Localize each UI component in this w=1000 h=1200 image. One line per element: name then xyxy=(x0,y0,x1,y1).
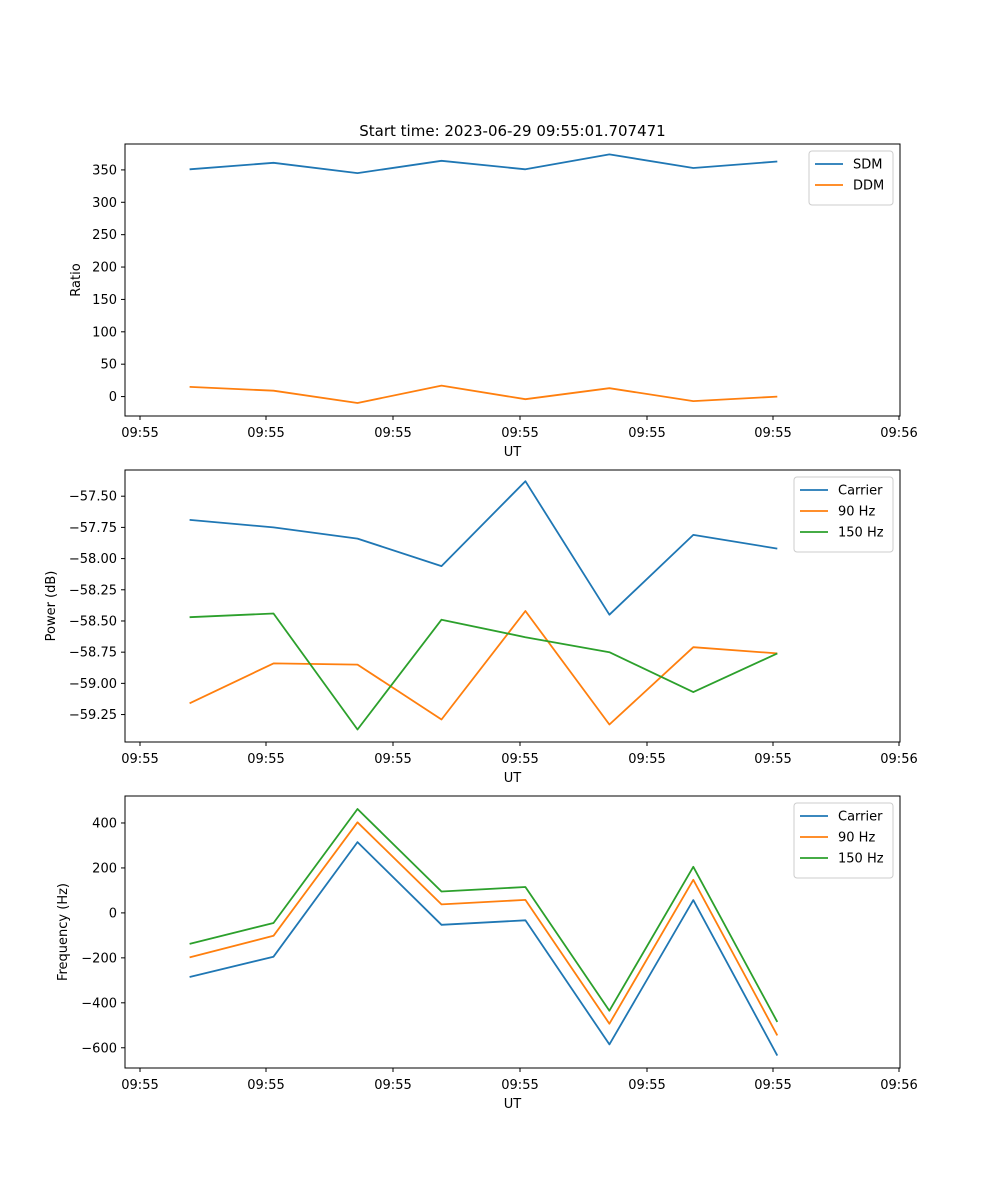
series-line-carrier xyxy=(189,841,779,1057)
y-tick-label: −59.25 xyxy=(69,708,117,723)
legend-box xyxy=(793,802,894,879)
y-tick-label: −57.50 xyxy=(69,490,117,505)
x-axis-label: UT xyxy=(504,445,522,460)
x-tick-label: 09:55 xyxy=(374,426,411,441)
x-tick-label: 09:55 xyxy=(754,1078,791,1093)
legend-label: 150 Hz xyxy=(838,852,884,867)
series-line-carrier xyxy=(189,480,778,616)
legend-label: Carrier xyxy=(838,484,883,499)
y-axis-label: Ratio xyxy=(69,263,84,296)
y-tick-label: 250 xyxy=(92,228,117,243)
y-tick-label: 0 xyxy=(109,390,117,405)
x-tick-label: 09:55 xyxy=(628,752,665,767)
series-line-90-hz xyxy=(189,610,778,726)
y-axis-label: Frequency (Hz) xyxy=(56,883,71,981)
legend: SDM DDM xyxy=(808,150,894,206)
series-line-ddm xyxy=(189,384,778,404)
x-tick-label: 09:55 xyxy=(628,1078,665,1093)
y-tick-label: 400 xyxy=(92,816,117,831)
subplot-3: 09:55 09:55 09:55 09:55 09:55 09:55 09:56 400 20… xyxy=(56,795,918,1112)
x-tick-label: 09:55 xyxy=(501,426,538,441)
legend: Carrier 90 Hz 150 Hz xyxy=(793,802,894,879)
x-tick-label: 09:56 xyxy=(880,426,917,441)
y-tick-label: −58.00 xyxy=(69,552,117,567)
x-axis-label: UT xyxy=(504,771,522,786)
series-line-sdm xyxy=(189,153,778,175)
subplot-2: 09:55 09:55 09:55 09:55 09:55 09:55 09:56 −57.5… xyxy=(44,469,918,786)
y-tick-label: 100 xyxy=(92,325,117,340)
y-tick-label: −57.75 xyxy=(69,521,117,536)
legend-label: 90 Hz xyxy=(838,505,875,520)
x-tick-label: 09:56 xyxy=(880,1078,917,1093)
y-tick-label: −58.25 xyxy=(69,583,117,598)
series-line-90-hz xyxy=(189,821,779,1036)
subplots: 09:55 09:55 09:55 09:55 09:55 09:55 09:56 0 50 10… xyxy=(44,143,918,1112)
y-tick-label: 300 xyxy=(92,196,117,211)
chart-title: Start time: 2023-06-29 09:55:01.707471 xyxy=(359,122,665,140)
x-tick-label: 09:55 xyxy=(247,1078,284,1093)
series-line-150-hz xyxy=(189,612,778,731)
y-tick-label: 150 xyxy=(92,293,117,308)
y-tick-label: −400 xyxy=(81,996,117,1011)
x-tick-label: 09:55 xyxy=(121,1078,158,1093)
legend: Carrier 90 Hz 150 Hz xyxy=(793,476,894,553)
x-tick-label: 09:55 xyxy=(121,426,158,441)
x-tick-label: 09:55 xyxy=(247,752,284,767)
x-tick-label: 09:56 xyxy=(880,752,917,767)
legend-box xyxy=(793,476,894,553)
series-line-150-hz xyxy=(189,808,779,1023)
legend-label: DDM xyxy=(853,179,884,194)
y-tick-label: −600 xyxy=(81,1041,117,1056)
y-tick-label: −200 xyxy=(81,951,117,966)
legend-label: SDM xyxy=(853,158,882,173)
y-tick-label: 350 xyxy=(92,163,117,178)
axes-frame xyxy=(124,469,901,743)
y-tick-label: −59.00 xyxy=(69,677,117,692)
x-tick-label: 09:55 xyxy=(754,752,791,767)
x-tick-label: 09:55 xyxy=(501,1078,538,1093)
axes-frame xyxy=(124,143,901,417)
subplot-1: 09:55 09:55 09:55 09:55 09:55 09:55 09:56 0 50 10… xyxy=(69,143,918,460)
y-tick-label: 50 xyxy=(100,358,117,373)
axes-frame xyxy=(124,795,901,1069)
y-tick-label: 200 xyxy=(92,861,117,876)
y-tick-label: −58.75 xyxy=(69,646,117,661)
x-tick-label: 09:55 xyxy=(247,426,284,441)
y-axis-label: Power (dB) xyxy=(44,571,59,642)
x-tick-label: 09:55 xyxy=(501,752,538,767)
y-tick-label: 200 xyxy=(92,261,117,276)
x-tick-label: 09:55 xyxy=(628,426,665,441)
x-tick-label: 09:55 xyxy=(374,752,411,767)
x-tick-label: 09:55 xyxy=(374,1078,411,1093)
legend-label: 150 Hz xyxy=(838,526,884,541)
x-tick-label: 09:55 xyxy=(754,426,791,441)
legend-label: 90 Hz xyxy=(838,831,875,846)
x-tick-label: 09:55 xyxy=(121,752,158,767)
y-tick-label: 0 xyxy=(109,906,117,921)
y-tick-label: −58.50 xyxy=(69,614,117,629)
x-axis-label: UT xyxy=(504,1097,522,1112)
legend-label: Carrier xyxy=(838,810,883,825)
